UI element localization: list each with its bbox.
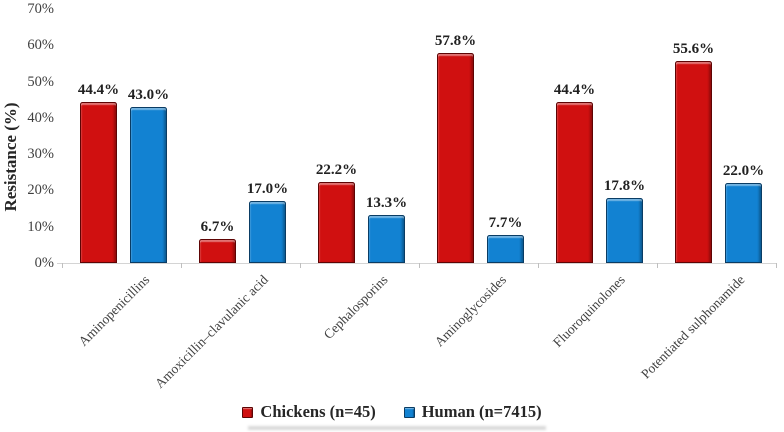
bar-value-label: 17.8% — [603, 178, 646, 195]
bar-value-label: 57.8% — [434, 33, 477, 50]
chart-bar — [675, 61, 712, 263]
x-tick-mark — [538, 263, 539, 268]
bar-value-label: 6.7% — [200, 218, 235, 235]
x-tick-mark — [776, 263, 777, 268]
bar-value-label: 22.2% — [315, 162, 358, 179]
legend-item: Chickens (n=45) — [242, 402, 376, 422]
chart-bar — [130, 106, 167, 263]
chart-bar — [249, 201, 286, 263]
category-label: Fluoroquinolones — [550, 272, 629, 350]
y-tick-label: 70% — [27, 1, 54, 17]
bar-value-label: 7.7% — [488, 215, 523, 232]
x-tick-mark — [657, 263, 658, 268]
chart-bar — [606, 198, 643, 263]
category-label: Potentiated sulphonamide — [637, 272, 748, 382]
legend-marker-icon — [403, 406, 415, 418]
bar-value-label: 17.0% — [246, 181, 289, 198]
x-tick-mark — [181, 263, 182, 268]
bar-value-label: 44.4% — [77, 81, 120, 98]
y-tick-label: 40% — [27, 109, 54, 126]
y-tick-label: 30% — [27, 146, 54, 163]
x-tick-mark — [419, 263, 420, 268]
chart-bar — [368, 214, 405, 263]
chart-bar — [556, 101, 593, 263]
y-tick-label: 50% — [27, 73, 54, 90]
bar-value-label: 13.3% — [365, 194, 408, 211]
legend-label: Chickens (n=45) — [260, 402, 376, 421]
y-tick-label: 60% — [27, 37, 54, 54]
chart-bar — [199, 238, 236, 263]
legend: Chickens (n=45) Human (n=7415) — [0, 402, 784, 422]
x-axis-line — [57, 263, 776, 264]
legend-item: Human (n=7415) — [403, 402, 542, 422]
chart-bar — [80, 101, 117, 263]
bar-value-label: 44.4% — [553, 81, 596, 98]
bar-value-label: 43.0% — [127, 86, 170, 103]
x-tick-mark — [62, 263, 63, 268]
category-label: Cephalosporins — [320, 272, 391, 343]
bar-value-label: 55.6% — [672, 41, 715, 58]
y-tick-label: 10% — [27, 218, 54, 235]
y-tick-label: 20% — [27, 182, 54, 199]
y-tick-label: 0% — [34, 255, 54, 271]
chart-bar — [725, 183, 762, 263]
legend-marker-icon — [242, 406, 254, 418]
chart-bar — [487, 235, 524, 263]
legend-label: Human (n=7415) — [421, 402, 542, 421]
legend-underline-artifact — [248, 426, 546, 430]
chart-bar — [437, 53, 474, 263]
chart-bar — [318, 182, 355, 263]
category-label: Aminoglycosides — [431, 272, 510, 350]
category-label: Amoxicillin–clavulanic acid — [152, 272, 272, 392]
x-tick-mark — [300, 263, 301, 268]
bar-value-label: 22.0% — [722, 163, 765, 180]
category-label: Aminopenicillins — [75, 272, 153, 349]
